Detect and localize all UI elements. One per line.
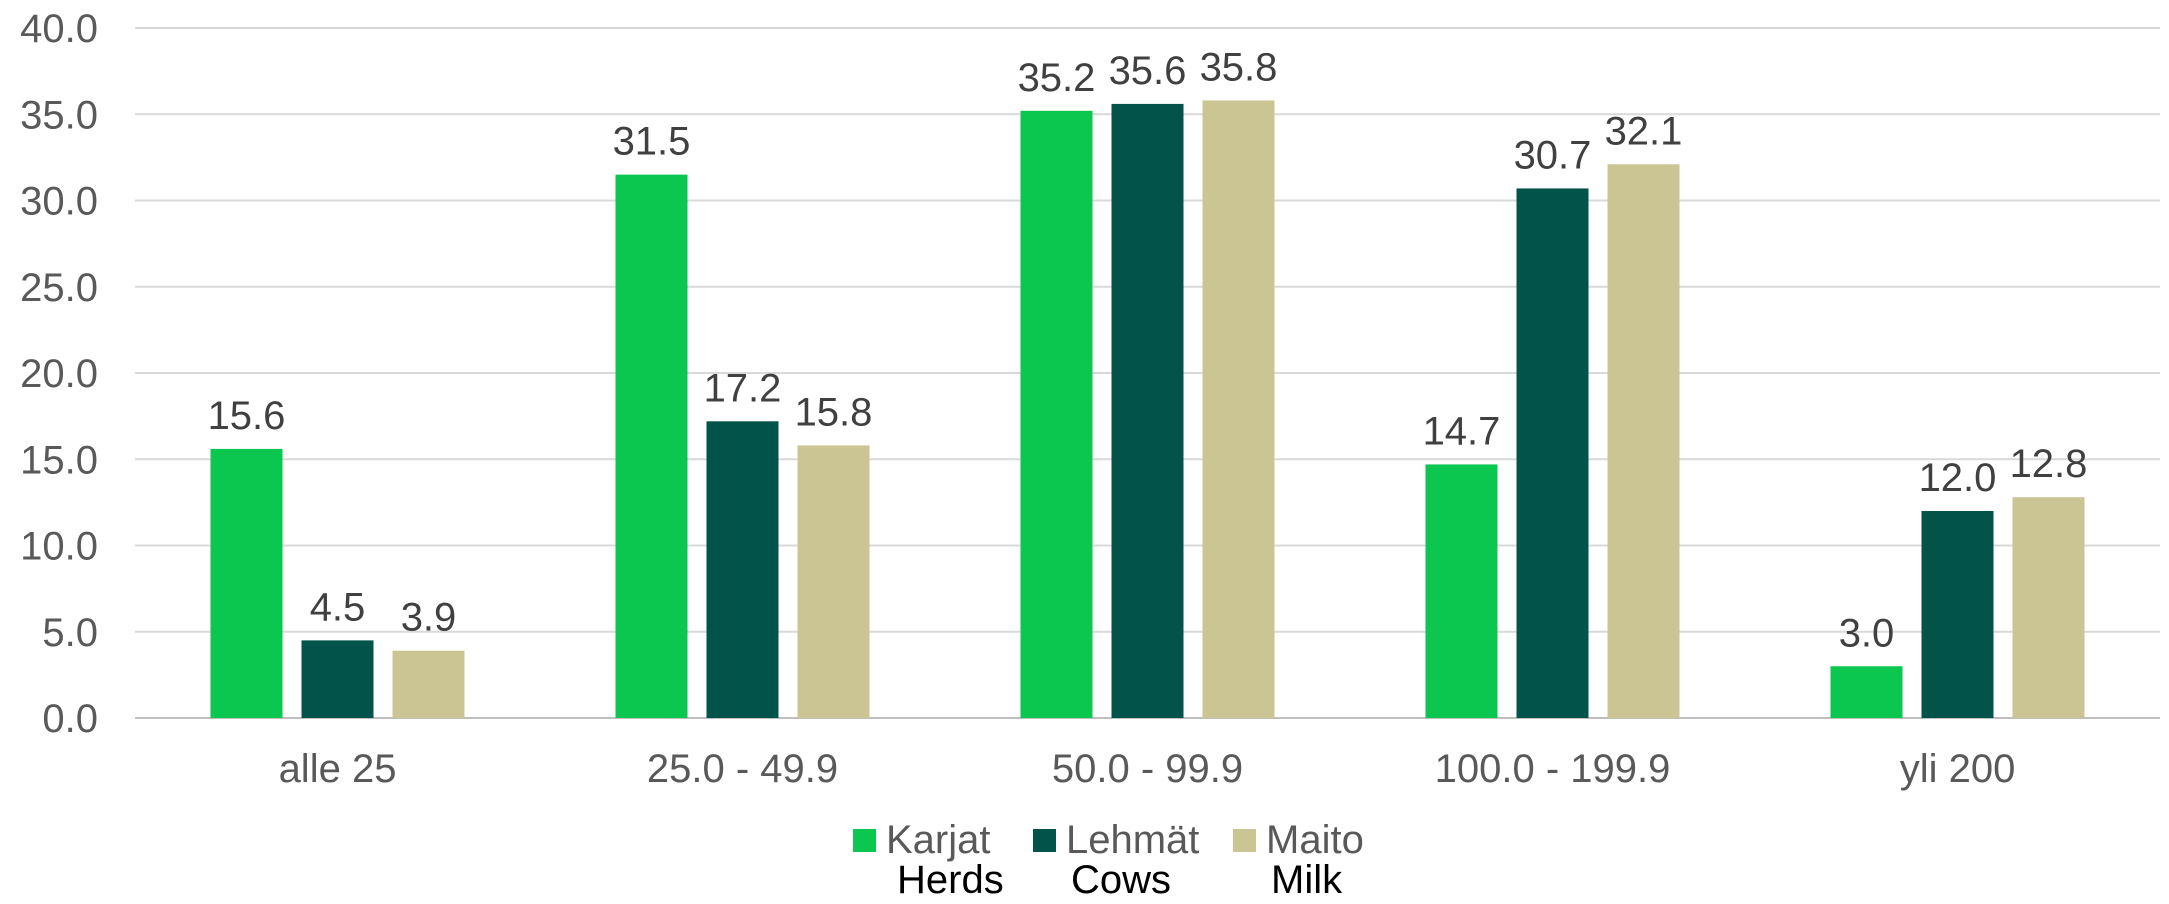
y-tick-label: 15.0 — [20, 438, 98, 482]
data-label: 12.8 — [2010, 442, 2088, 486]
bar — [1202, 100, 1275, 718]
data-label: 35.8 — [1200, 45, 1278, 89]
data-labels: 15.6 4.5 3.9 31.5 17.2 15.8 35.2 35.6 35.8 14.7 30… — [208, 45, 2088, 655]
legend-sublabel: Milk — [1271, 858, 1343, 902]
legend-label: Karjat — [886, 818, 991, 862]
data-label: 14.7 — [1423, 409, 1501, 453]
legend-swatch — [1233, 829, 1256, 852]
y-tick-label: 35.0 — [20, 93, 98, 137]
y-tick-label: 0.0 — [42, 697, 98, 741]
bar — [1830, 666, 1903, 718]
category-label: 100.0 - 199.9 — [1435, 747, 1671, 791]
bars — [210, 100, 2085, 719]
legend-label: Lehmät — [1066, 818, 1199, 862]
data-label: 35.6 — [1109, 49, 1187, 93]
data-label: 4.5 — [310, 585, 366, 629]
bar — [210, 448, 283, 718]
legend-swatch — [853, 829, 876, 852]
data-label: 12.0 — [1919, 456, 1997, 500]
bar — [392, 650, 465, 718]
bar — [1516, 188, 1589, 719]
data-label: 32.1 — [1605, 109, 1683, 153]
y-tick-label: 10.0 — [20, 525, 98, 569]
data-label: 31.5 — [613, 120, 691, 164]
category-label: 50.0 - 99.9 — [1052, 747, 1243, 791]
bar — [797, 445, 870, 718]
data-label: 17.2 — [704, 366, 782, 410]
bar — [1020, 110, 1093, 719]
legend-sublabel: Cows — [1071, 858, 1171, 902]
y-tick-label: 30.0 — [20, 180, 98, 224]
y-tick-label: 20.0 — [20, 352, 98, 396]
bar — [1921, 511, 1994, 718]
data-label: 3.0 — [1839, 611, 1895, 655]
bar — [1111, 103, 1184, 718]
data-label: 3.9 — [401, 596, 457, 640]
category-label: alle 25 — [279, 747, 397, 791]
bar — [706, 421, 779, 718]
bar — [2012, 497, 2085, 718]
category-label: yli 200 — [1900, 747, 2016, 791]
legend-swatch — [1033, 829, 1056, 852]
y-tick-label: 25.0 — [20, 266, 98, 310]
x-axis-category-labels: alle 25 25.0 - 49.9 50.0 - 99.9 100.0 - 199… — [279, 747, 2016, 791]
legend-label: Maito — [1266, 818, 1364, 862]
data-label: 15.8 — [795, 390, 873, 434]
bar — [301, 640, 374, 718]
data-label: 35.2 — [1018, 56, 1096, 100]
bar — [1607, 164, 1680, 718]
category-label: 25.0 - 49.9 — [647, 747, 838, 791]
data-label: 15.6 — [208, 394, 286, 438]
data-label: 30.7 — [1514, 133, 1592, 177]
y-tick-label: 5.0 — [42, 611, 98, 655]
bar — [1425, 464, 1498, 718]
legend-sublabel: Herds — [897, 858, 1004, 902]
y-tick-label: 40.0 — [20, 7, 98, 51]
bar — [615, 174, 688, 718]
y-axis-tick-labels: 0.0 5.0 10.0 15.0 20.0 25.0 30.0 35.0 40.0 — [20, 7, 98, 741]
